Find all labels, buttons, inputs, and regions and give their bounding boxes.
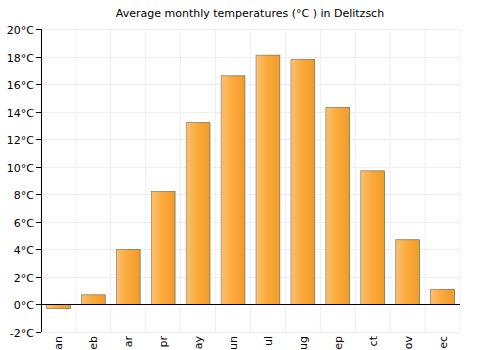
category-label: ay [192,336,205,350]
vgrid [390,29,391,332]
tick-label: 0°C [14,299,34,312]
bar-shade [431,289,455,304]
bar-shade [256,55,280,304]
chart: Average monthly temperatures (°C ) in De… [0,0,500,350]
tick-label: 10°C [7,162,34,175]
bar-shade [326,108,350,305]
grid-line [41,194,460,195]
bar [82,295,106,305]
vgrid [41,29,42,332]
category-label: ov [402,336,415,350]
tick [36,304,41,305]
bar [361,171,385,305]
tick [36,167,41,168]
vgrid [250,29,251,332]
grid-line [41,57,460,58]
tick-label: 20°C [7,24,34,37]
vgrid [110,29,111,332]
vgrid [320,29,321,332]
bar-shade [82,295,106,305]
bar [186,123,210,305]
grid-line [41,167,460,168]
tick-label: 6°C [14,217,34,230]
category-label: ug [297,336,310,350]
tick [36,57,41,58]
vgrid [285,29,286,332]
bar-shade [116,249,140,304]
bar [151,192,175,305]
grid-line [41,139,460,140]
bar [396,240,420,305]
category-label: an [52,336,65,350]
category-label: eb [87,336,100,350]
category-label: ul [262,336,275,346]
grid-line [41,222,460,223]
tick-label: 4°C [14,244,34,257]
zero-line [41,304,460,305]
tick [36,332,41,333]
bar [47,304,71,308]
bar-shade [47,304,71,308]
bar-shade [396,240,420,305]
tick-label: 2°C [14,272,34,285]
bar [431,289,455,304]
tick [36,84,41,85]
tick-label: 14°C [7,107,34,120]
bar [326,108,350,305]
tick [36,277,41,278]
vgrid [145,29,146,332]
tick-label: 16°C [7,79,34,92]
tick [36,112,41,113]
tick-label: 12°C [7,134,34,147]
bar-shade [186,123,210,305]
grid-line [41,304,460,305]
grid-line [41,29,460,30]
vgrid [215,29,216,332]
y-axis [41,29,42,332]
bar-shade [151,192,175,305]
vgrid [180,29,181,332]
grid-line [41,332,460,333]
category-label: ar [122,336,135,348]
vgrid [425,29,426,332]
bar-shade [221,76,245,305]
category-label: ct [367,335,380,346]
vgrid [460,29,461,332]
bar [116,249,140,304]
tick [36,194,41,195]
category-label: un [227,336,240,350]
vgrid [355,29,356,332]
tick [36,249,41,250]
tick-label: 8°C [14,189,34,202]
category-label: ep [332,336,345,350]
grid-line [41,112,460,113]
grid-line [41,84,460,85]
bar-shade [361,171,385,305]
title: Average monthly temperatures (°C ) in De… [116,7,384,20]
tick-label: -2°C [10,327,34,340]
vgrid [75,29,76,332]
bar-shade [291,59,315,304]
bar [221,76,245,305]
tick [36,222,41,223]
tick [36,139,41,140]
bars [47,55,455,308]
bar [256,55,280,304]
tick [36,29,41,30]
category-label: pr [157,336,170,348]
category-label: ec [437,336,450,349]
tick-label: 18°C [7,52,34,65]
bar [291,59,315,304]
